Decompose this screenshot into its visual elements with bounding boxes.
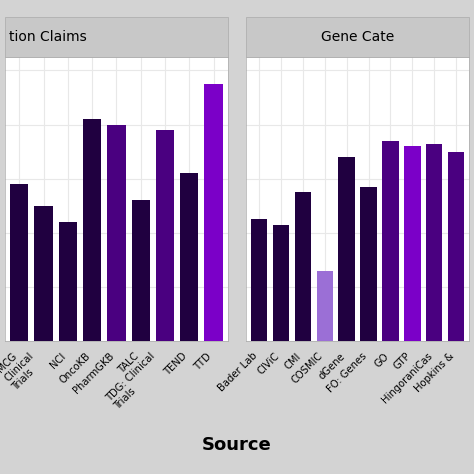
Bar <box>204 84 223 341</box>
Bar <box>251 219 267 341</box>
Bar <box>83 119 101 341</box>
Bar <box>10 184 28 341</box>
Bar <box>156 130 174 341</box>
Bar <box>107 125 126 341</box>
Bar <box>448 152 465 341</box>
Bar <box>132 201 150 341</box>
Bar <box>360 187 377 341</box>
Bar <box>59 222 77 341</box>
Bar <box>295 192 311 341</box>
Bar <box>426 144 442 341</box>
Text: tion Claims: tion Claims <box>9 30 87 44</box>
Bar <box>404 146 420 341</box>
Bar <box>35 206 53 341</box>
Text: Source: Source <box>202 436 272 454</box>
Bar <box>338 157 355 341</box>
Bar <box>180 173 198 341</box>
Text: Gene Cate: Gene Cate <box>321 30 394 44</box>
Bar <box>273 225 289 341</box>
Bar <box>317 271 333 341</box>
Bar <box>382 141 399 341</box>
